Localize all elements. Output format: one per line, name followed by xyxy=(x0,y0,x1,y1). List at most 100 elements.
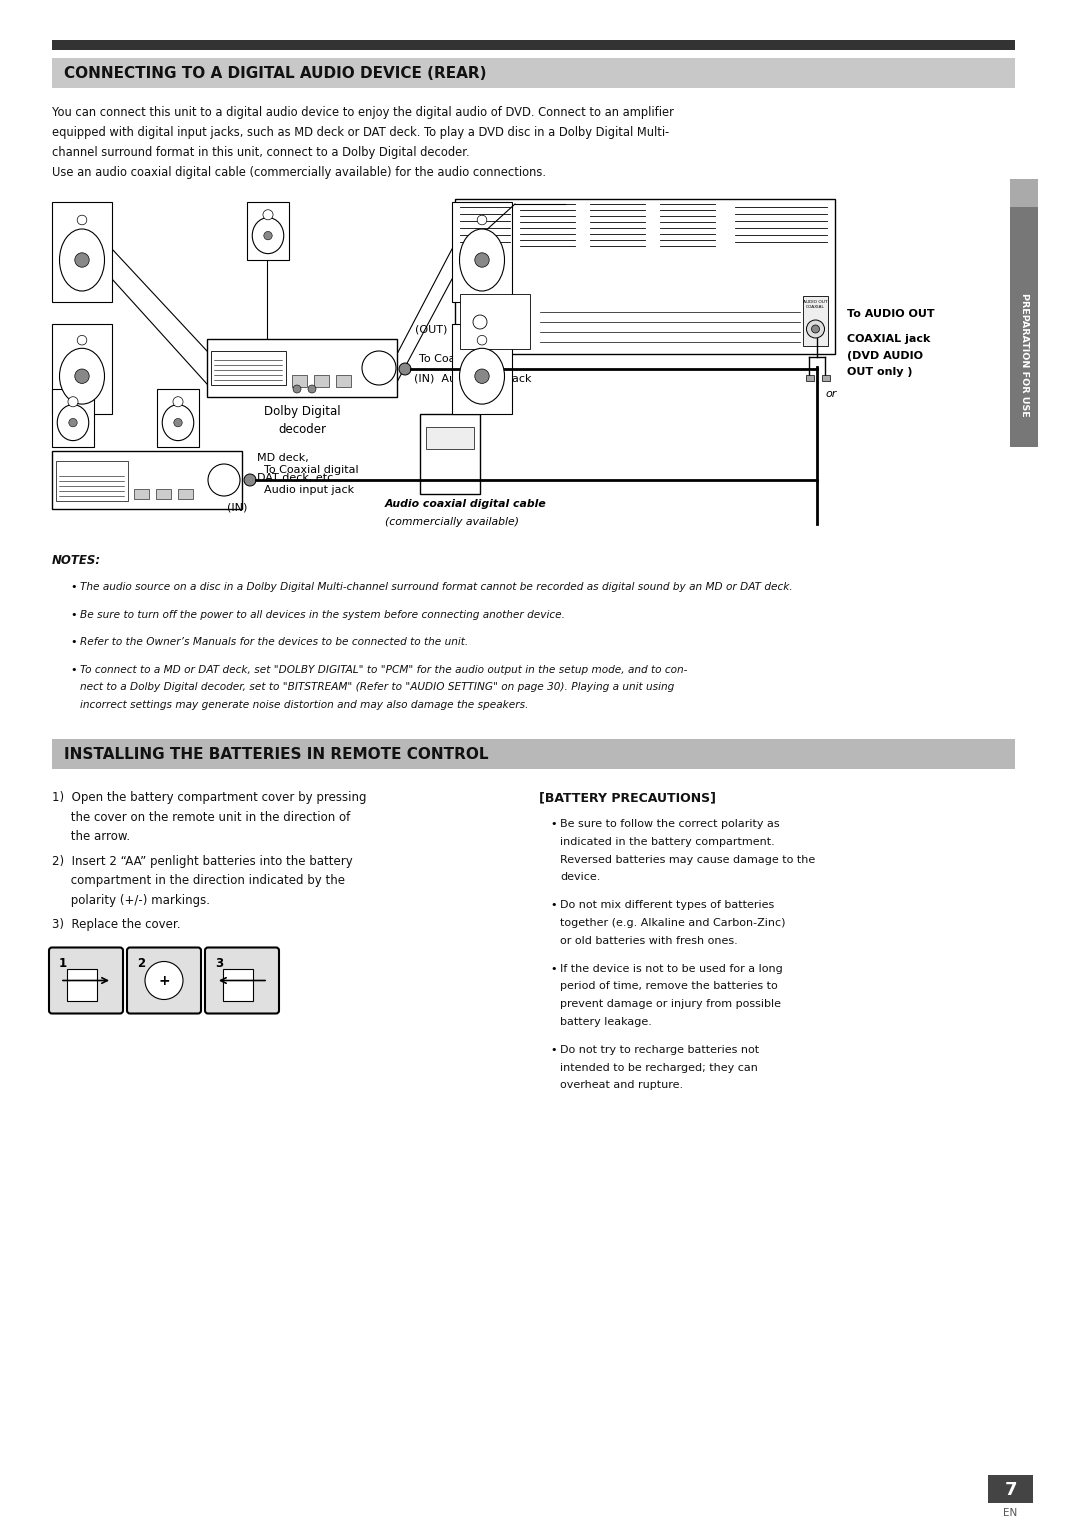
Bar xyxy=(314,374,329,387)
Ellipse shape xyxy=(162,405,193,440)
Text: To Coaxial digital: To Coaxial digital xyxy=(264,465,359,475)
Circle shape xyxy=(69,419,77,426)
Text: (IN): (IN) xyxy=(227,503,247,512)
Ellipse shape xyxy=(145,961,183,999)
Text: •: • xyxy=(551,900,557,911)
Bar xyxy=(460,293,530,348)
Text: device.: device. xyxy=(561,872,600,882)
Circle shape xyxy=(75,368,90,384)
Bar xyxy=(156,489,171,500)
Bar xyxy=(211,351,286,385)
Text: •: • xyxy=(551,964,557,973)
Bar xyxy=(67,969,97,1001)
Bar xyxy=(292,374,307,387)
Circle shape xyxy=(77,336,86,345)
Text: CONNECTING TO A DIGITAL AUDIO DEVICE (REAR): CONNECTING TO A DIGITAL AUDIO DEVICE (RE… xyxy=(64,66,486,81)
Circle shape xyxy=(399,364,411,374)
Text: nect to a Dolby Digital decoder, set to "BITSTREAM" (Refer to "AUDIO SETTING" on: nect to a Dolby Digital decoder, set to … xyxy=(80,681,674,692)
Text: 3: 3 xyxy=(215,957,224,969)
Text: •: • xyxy=(70,610,77,619)
Text: 2)  Insert 2 “AA” penlight batteries into the battery: 2) Insert 2 “AA” penlight batteries into… xyxy=(52,854,353,868)
Bar xyxy=(453,324,512,414)
Text: channel surround format in this unit, connect to a Dolby Digital decoder.: channel surround format in this unit, co… xyxy=(52,147,470,159)
Circle shape xyxy=(308,385,316,393)
Bar xyxy=(178,489,193,500)
Text: COAXIAL jack: COAXIAL jack xyxy=(847,335,930,344)
Circle shape xyxy=(475,252,489,267)
Text: INSTALLING THE BATTERIES IN REMOTE CONTROL: INSTALLING THE BATTERIES IN REMOTE CONTR… xyxy=(64,747,488,761)
Bar xyxy=(222,969,253,1001)
Text: EN: EN xyxy=(1003,1508,1017,1517)
Text: compartment in the direction indicated by the: compartment in the direction indicated b… xyxy=(52,874,345,886)
Text: +: + xyxy=(158,973,170,987)
Text: polarity (+/-) markings.: polarity (+/-) markings. xyxy=(52,894,210,906)
Text: •: • xyxy=(70,582,77,591)
Ellipse shape xyxy=(459,348,504,403)
Text: or old batteries with fresh ones.: or old batteries with fresh ones. xyxy=(561,935,739,946)
Text: decoder: decoder xyxy=(278,423,326,435)
FancyBboxPatch shape xyxy=(205,947,279,1013)
Circle shape xyxy=(475,368,489,384)
Text: 1: 1 xyxy=(59,957,67,969)
Circle shape xyxy=(208,465,240,497)
Text: (commercially available): (commercially available) xyxy=(384,516,519,527)
Circle shape xyxy=(264,231,272,240)
Bar xyxy=(420,414,480,494)
Text: intended to be recharged; they can: intended to be recharged; they can xyxy=(561,1062,758,1073)
Bar xyxy=(1010,179,1038,206)
Text: The audio source on a disc in a Dolby Digital Multi-channel surround format cann: The audio source on a disc in a Dolby Di… xyxy=(80,582,793,591)
Bar xyxy=(455,199,835,354)
Bar xyxy=(52,202,112,303)
Bar xyxy=(52,40,1015,50)
Text: overheat and rupture.: overheat and rupture. xyxy=(561,1080,684,1091)
Text: Be sure to turn off the power to all devices in the system before connecting ano: Be sure to turn off the power to all dev… xyxy=(80,610,565,619)
Bar xyxy=(804,296,828,345)
Circle shape xyxy=(473,315,487,329)
Text: prevent damage or injury from possible: prevent damage or injury from possible xyxy=(561,999,782,1008)
Circle shape xyxy=(262,209,273,220)
Bar xyxy=(134,489,149,500)
Text: •: • xyxy=(70,637,77,646)
Text: DAT deck, etc.: DAT deck, etc. xyxy=(257,474,337,483)
Text: •: • xyxy=(551,1045,557,1054)
Bar xyxy=(52,324,112,414)
Bar xyxy=(1010,206,1038,448)
Circle shape xyxy=(173,397,183,406)
Bar xyxy=(52,58,1015,89)
Circle shape xyxy=(362,351,396,385)
Circle shape xyxy=(75,252,90,267)
Text: If the device is not to be used for a long: If the device is not to be used for a lo… xyxy=(561,964,783,973)
Bar xyxy=(336,374,351,387)
Text: period of time, remove the batteries to: period of time, remove the batteries to xyxy=(561,981,779,992)
Text: Do not mix different types of batteries: Do not mix different types of batteries xyxy=(561,900,774,911)
Text: (IN)  Audio input jack: (IN) Audio input jack xyxy=(414,374,531,384)
Text: To Coaxial digital: To Coaxial digital xyxy=(419,354,514,364)
Text: together (e.g. Alkaline and Carbon-Zinc): together (e.g. Alkaline and Carbon-Zinc) xyxy=(561,918,786,927)
Circle shape xyxy=(477,336,487,345)
FancyBboxPatch shape xyxy=(127,947,201,1013)
Text: Audio coaxial digital cable: Audio coaxial digital cable xyxy=(384,500,546,509)
Text: 7: 7 xyxy=(1004,1481,1016,1499)
Ellipse shape xyxy=(59,229,105,290)
Bar xyxy=(207,339,397,397)
Bar xyxy=(52,390,94,448)
Text: •: • xyxy=(551,819,557,830)
Text: Reversed batteries may cause damage to the: Reversed batteries may cause damage to t… xyxy=(561,854,815,865)
Bar xyxy=(822,374,829,380)
Text: NOTES:: NOTES: xyxy=(52,555,102,567)
Text: To connect to a MD or DAT deck, set "DOLBY DIGITAL" to "PCM" for the audio outpu: To connect to a MD or DAT deck, set "DOL… xyxy=(80,665,687,674)
Bar xyxy=(1010,206,1038,235)
Text: OUT only ): OUT only ) xyxy=(847,367,913,377)
Circle shape xyxy=(77,215,86,225)
Text: Be sure to follow the correct polarity as: Be sure to follow the correct polarity a… xyxy=(561,819,780,830)
Text: (DVD AUDIO: (DVD AUDIO xyxy=(847,351,923,361)
Text: Use an audio coaxial digital cable (commercially available) for the audio connec: Use an audio coaxial digital cable (comm… xyxy=(52,167,546,179)
Circle shape xyxy=(174,419,183,426)
Ellipse shape xyxy=(253,217,284,254)
Text: Refer to the Owner’s Manuals for the devices to be connected to the unit.: Refer to the Owner’s Manuals for the dev… xyxy=(80,637,469,646)
Circle shape xyxy=(807,319,824,338)
Circle shape xyxy=(68,397,78,406)
Ellipse shape xyxy=(459,229,504,290)
Text: [BATTERY PRECAUTIONS]: [BATTERY PRECAUTIONS] xyxy=(539,792,716,804)
Text: 1)  Open the battery compartment cover by pressing: 1) Open the battery compartment cover by… xyxy=(52,792,366,804)
